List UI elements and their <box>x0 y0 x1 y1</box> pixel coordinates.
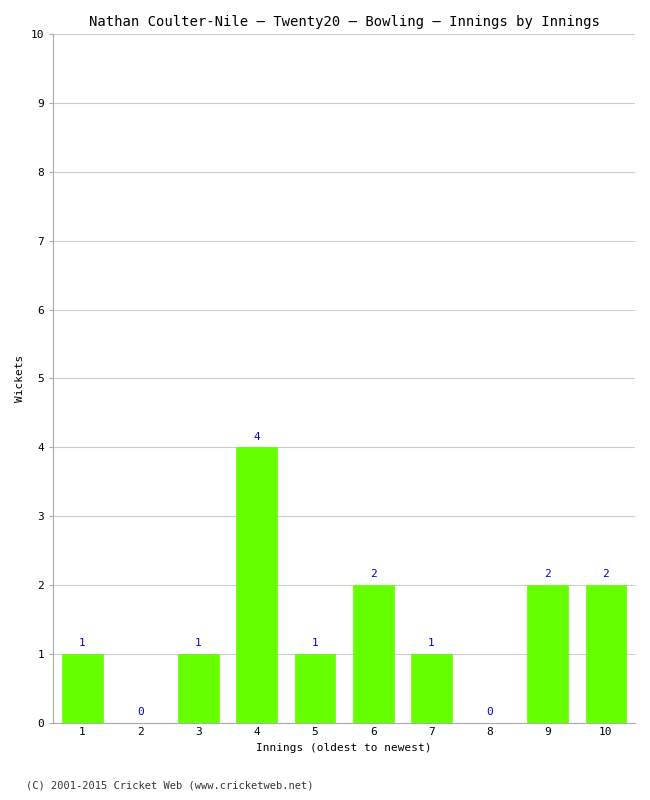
Text: (C) 2001-2015 Cricket Web (www.cricketweb.net): (C) 2001-2015 Cricket Web (www.cricketwe… <box>26 781 313 790</box>
Bar <box>527 585 568 722</box>
Text: 0: 0 <box>486 707 493 717</box>
Text: 0: 0 <box>137 707 144 717</box>
X-axis label: Innings (oldest to newest): Innings (oldest to newest) <box>256 743 432 753</box>
Bar <box>586 585 626 722</box>
Title: Nathan Coulter-Nile – Twenty20 – Bowling – Innings by Innings: Nathan Coulter-Nile – Twenty20 – Bowling… <box>88 15 599 29</box>
Bar <box>62 654 103 722</box>
Bar <box>294 654 335 722</box>
Y-axis label: Wickets: Wickets <box>15 355 25 402</box>
Bar <box>237 447 277 722</box>
Text: 1: 1 <box>311 638 318 648</box>
Text: 1: 1 <box>428 638 435 648</box>
Bar <box>353 585 393 722</box>
Bar <box>178 654 219 722</box>
Text: 1: 1 <box>195 638 202 648</box>
Text: 1: 1 <box>79 638 86 648</box>
Text: 2: 2 <box>603 570 609 579</box>
Text: 4: 4 <box>254 432 260 442</box>
Bar <box>411 654 452 722</box>
Text: 2: 2 <box>370 570 376 579</box>
Text: 2: 2 <box>544 570 551 579</box>
